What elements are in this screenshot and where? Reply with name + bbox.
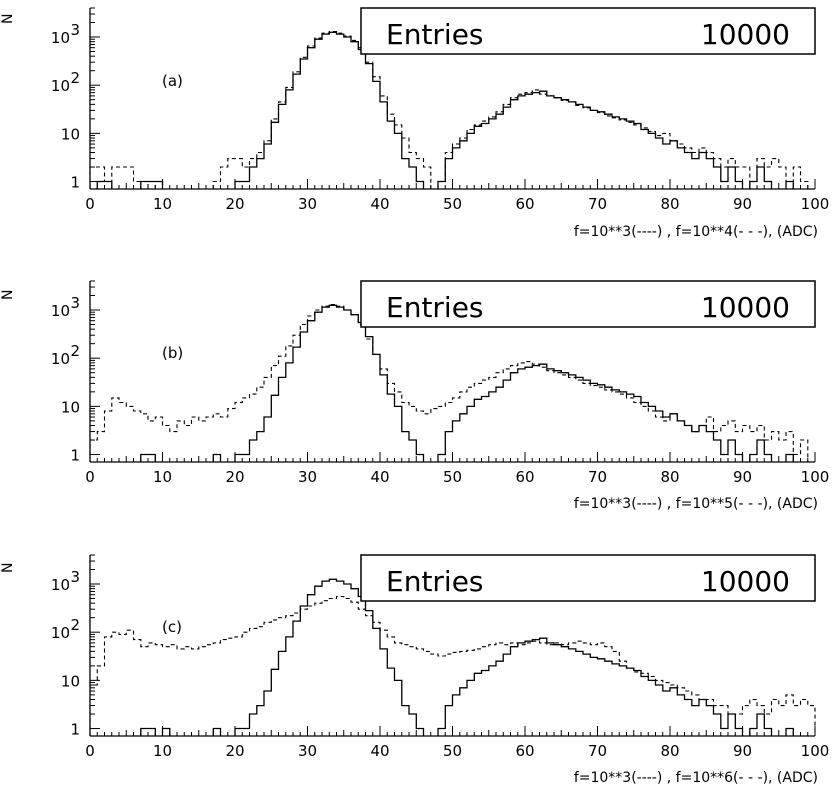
x-tick-label: 10: [153, 195, 172, 213]
x-tick-label: 40: [370, 195, 389, 213]
x-tick-label: 40: [370, 468, 389, 486]
x-tick-label: 90: [733, 195, 752, 213]
x-tick-label: 60: [515, 742, 534, 760]
stats-label: Entries: [386, 291, 484, 324]
x-tick-label: 30: [298, 468, 317, 486]
y-axis-label: N: [0, 290, 16, 300]
y-tick-label: 10: [51, 576, 70, 594]
y-axis-label: N: [0, 563, 16, 573]
x-tick-label: 50: [443, 195, 462, 213]
x-tick-label: 90: [733, 742, 752, 760]
x-axis-label: f=10**3(----) , f=10**5(- - -), (ADC): [574, 496, 818, 512]
y-tick-label: 1: [70, 721, 80, 739]
x-tick-label: 80: [660, 468, 679, 486]
y-tick-exponent: 2: [70, 69, 80, 87]
y-tick-exponent: 3: [70, 568, 80, 586]
stats-value: 10000: [701, 565, 790, 598]
y-tick-exponent: 2: [70, 342, 80, 360]
x-tick-label: 100: [801, 195, 830, 213]
x-tick-label: 20: [225, 195, 244, 213]
stats-value: 10000: [701, 18, 790, 51]
y-tick-label: 10: [51, 302, 70, 320]
x-tick-label: 0: [85, 195, 95, 213]
x-tick-label: 10: [153, 742, 172, 760]
x-tick-label: 60: [515, 468, 534, 486]
histogram-series-solid: [140, 304, 794, 462]
stats-value: 10000: [701, 291, 790, 324]
histogram-series-dashed: [89, 30, 809, 189]
y-tick-exponent: 3: [70, 294, 80, 312]
x-tick-label: 70: [588, 468, 607, 486]
histogram-series-dashed: [89, 595, 816, 736]
stats-label: Entries: [386, 18, 484, 51]
x-tick-label: 100: [801, 742, 830, 760]
panel-label: (c): [162, 618, 182, 636]
y-tick-exponent: 2: [70, 616, 80, 634]
x-tick-label: 70: [588, 742, 607, 760]
x-tick-label: 50: [443, 468, 462, 486]
y-tick-label: 10: [61, 672, 80, 690]
y-tick-exponent: 3: [70, 21, 80, 39]
x-tick-label: 0: [85, 468, 95, 486]
y-axis-label: N: [0, 14, 16, 24]
stats-label: Entries: [386, 565, 484, 598]
x-tick-label: 30: [298, 742, 317, 760]
y-tick-label: 10: [51, 624, 70, 642]
histogram-series-dashed: [89, 303, 809, 462]
x-tick-label: 30: [298, 195, 317, 213]
x-axis-label: f=10**3(----) , f=10**6(- - -), (ADC): [574, 770, 818, 786]
y-tick-label: 1: [70, 174, 80, 192]
y-tick-label: 10: [51, 29, 70, 47]
stats-box: Entries 10000: [360, 7, 816, 55]
x-tick-label: 100: [801, 468, 830, 486]
y-tick-label: 10: [51, 77, 70, 95]
x-tick-label: 0: [85, 742, 95, 760]
x-axis-label: f=10**3(----) , f=10**4(- - -), (ADC): [574, 224, 818, 240]
x-tick-label: 70: [588, 195, 607, 213]
x-tick-label: 60: [515, 195, 534, 213]
stats-box: Entries 10000: [360, 280, 816, 328]
y-tick-label: 10: [61, 398, 80, 416]
panel-label: (b): [162, 344, 183, 362]
x-tick-label: 20: [225, 468, 244, 486]
panel-label: (a): [162, 72, 183, 90]
y-tick-label: 10: [51, 350, 70, 368]
x-tick-label: 50: [443, 742, 462, 760]
y-tick-label: 1: [70, 447, 80, 465]
x-tick-label: 20: [225, 742, 244, 760]
x-tick-label: 40: [370, 742, 389, 760]
histogram-series-solid: [140, 578, 794, 736]
x-tick-label: 10: [153, 468, 172, 486]
x-tick-label: 90: [733, 468, 752, 486]
stats-box: Entries 10000: [360, 554, 816, 602]
x-tick-label: 80: [660, 195, 679, 213]
y-tick-label: 10: [61, 125, 80, 143]
x-tick-label: 80: [660, 742, 679, 760]
